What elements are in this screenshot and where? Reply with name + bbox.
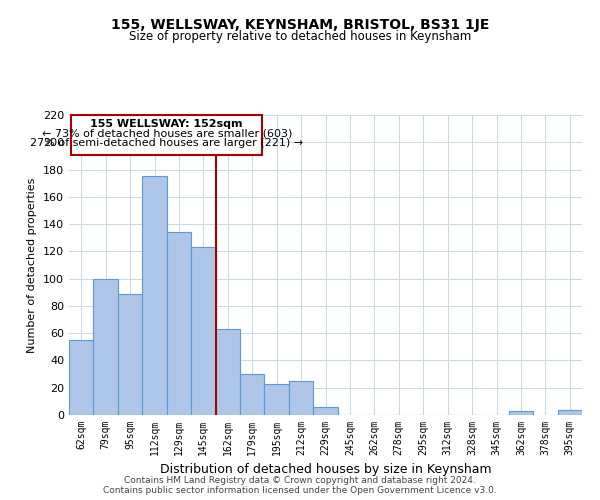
FancyBboxPatch shape <box>71 115 262 154</box>
Bar <box>265 384 289 415</box>
Bar <box>289 381 313 415</box>
Bar <box>313 407 338 415</box>
Bar <box>167 232 191 415</box>
Bar <box>215 329 240 415</box>
Text: 155, WELLSWAY, KEYNSHAM, BRISTOL, BS31 1JE: 155, WELLSWAY, KEYNSHAM, BRISTOL, BS31 1… <box>111 18 489 32</box>
Text: Contains public sector information licensed under the Open Government Licence v3: Contains public sector information licen… <box>103 486 497 495</box>
Bar <box>509 411 533 415</box>
X-axis label: Distribution of detached houses by size in Keynsham: Distribution of detached houses by size … <box>160 464 491 476</box>
Text: 27% of semi-detached houses are larger (221) →: 27% of semi-detached houses are larger (… <box>30 138 303 148</box>
Text: Contains HM Land Registry data © Crown copyright and database right 2024.: Contains HM Land Registry data © Crown c… <box>124 476 476 485</box>
Bar <box>557 410 582 415</box>
Bar <box>69 340 94 415</box>
Text: Size of property relative to detached houses in Keynsham: Size of property relative to detached ho… <box>129 30 471 43</box>
Bar <box>94 278 118 415</box>
Y-axis label: Number of detached properties: Number of detached properties <box>28 178 37 352</box>
Bar <box>240 374 265 415</box>
Text: ← 73% of detached houses are smaller (603): ← 73% of detached houses are smaller (60… <box>41 128 292 138</box>
Bar <box>191 248 215 415</box>
Bar <box>118 294 142 415</box>
Bar <box>142 176 167 415</box>
Text: 155 WELLSWAY: 152sqm: 155 WELLSWAY: 152sqm <box>91 119 243 129</box>
